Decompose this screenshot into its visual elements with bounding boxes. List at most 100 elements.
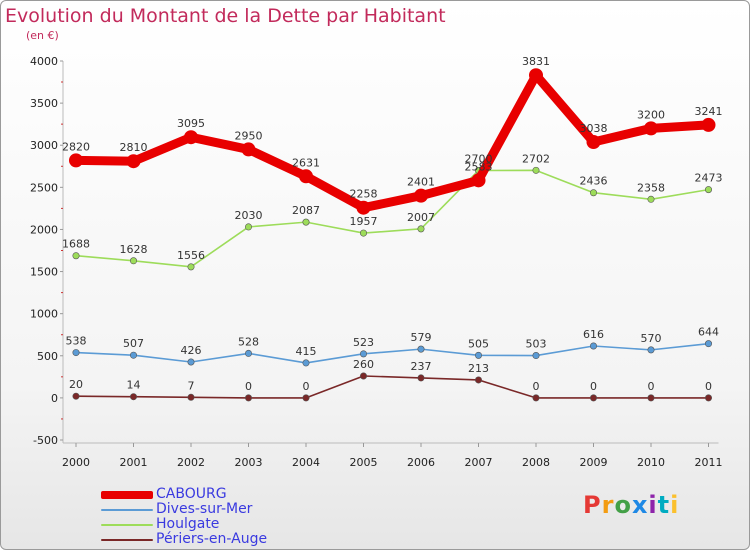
x-tick-label: 2002 [177, 456, 205, 469]
y-tick-label: 500 [37, 350, 58, 363]
data-point-periers-en-auge [187, 393, 195, 401]
data-point-cabourg [184, 130, 198, 145]
data-point-cabourg [356, 200, 371, 215]
data-label-cabourg: 2820 [62, 140, 90, 153]
data-point-houlgate [302, 218, 310, 226]
data-label-houlgate: 1628 [120, 243, 148, 256]
data-point-houlgate [647, 195, 655, 203]
y-tick-label: 3000 [30, 139, 58, 152]
legend-swatch-periers-en-auge [101, 539, 153, 541]
y-tick-label: 4000 [30, 55, 58, 68]
y-tick-label: 1000 [30, 308, 58, 321]
legend-label-cabourg: CABOURG [156, 486, 227, 502]
x-tick-label: 2011 [695, 456, 723, 469]
data-label-periers-en-auge: 260 [353, 358, 374, 371]
data-point-periers-en-auge [359, 372, 367, 380]
x-tick-label: 2003 [235, 456, 263, 469]
axes: -500050010001500200025003000350040002000… [30, 55, 723, 469]
data-label-periers-en-auge: 20 [69, 378, 83, 391]
data-label-houlgate: 2358 [637, 181, 665, 194]
x-tick-label: 2009 [580, 456, 608, 469]
data-label-dives-sur-mer: 616 [583, 328, 604, 341]
x-tick-label: 2008 [522, 456, 550, 469]
data-point-periers-en-auge [589, 394, 597, 402]
data-point-dives-sur-mer [130, 351, 138, 359]
chart-subtitle: (en €) [26, 29, 59, 42]
data-label-dives-sur-mer: 644 [698, 326, 719, 339]
data-point-houlgate [532, 166, 540, 174]
data-point-cabourg [69, 153, 83, 168]
data-point-dives-sur-mer [302, 359, 310, 367]
data-point-periers-en-auge [130, 393, 138, 401]
data-point-dives-sur-mer [647, 346, 655, 354]
data-point-periers-en-auge [647, 394, 655, 402]
data-label-periers-en-auge: 0 [705, 380, 712, 393]
x-tick-label: 2006 [407, 456, 435, 469]
data-point-houlgate [72, 252, 80, 260]
data-label-houlgate: 2030 [235, 209, 263, 222]
data-point-periers-en-auge [474, 376, 482, 384]
legend-item-dives-sur-mer: Dives-sur-Mer [101, 502, 361, 517]
data-label-dives-sur-mer: 507 [123, 337, 144, 350]
data-point-dives-sur-mer [187, 358, 195, 366]
data-point-houlgate [130, 257, 138, 265]
series-line-periers-en-auge [75, 375, 710, 399]
data-point-periers-en-auge [532, 394, 540, 402]
data-point-dives-sur-mer [72, 349, 80, 357]
data-label-houlgate: 2700 [465, 152, 493, 165]
data-label-cabourg: 3200 [637, 108, 665, 121]
data-label-periers-en-auge: 213 [468, 362, 489, 375]
legend-item-cabourg: CABOURG [101, 487, 361, 502]
data-label-dives-sur-mer: 415 [296, 345, 317, 358]
x-tick-label: 2010 [637, 456, 665, 469]
data-label-periers-en-auge: 237 [411, 360, 432, 373]
x-tick-label: 2000 [62, 456, 90, 469]
chart-title: Evolution du Montant de la Dette par Hab… [5, 5, 446, 27]
series-line-dives-sur-mer [75, 342, 710, 364]
data-point-cabourg [701, 117, 716, 132]
legend-swatch-houlgate [101, 524, 153, 526]
data-point-houlgate [589, 189, 597, 197]
data-label-dives-sur-mer: 579 [411, 331, 432, 344]
data-label-cabourg: 3241 [695, 105, 723, 118]
data-label-houlgate: 1556 [177, 249, 205, 262]
data-point-houlgate [187, 263, 195, 271]
y-tick-label: 3500 [30, 97, 58, 110]
data-label-dives-sur-mer: 523 [353, 336, 374, 349]
data-label-periers-en-auge: 0 [533, 380, 540, 393]
data-label-periers-en-auge: 7 [188, 379, 195, 392]
data-label-dives-sur-mer: 503 [526, 338, 547, 351]
data-point-dives-sur-mer [359, 350, 367, 358]
legend: CABOURG Dives-sur-Mer Houlgate Périers-e… [101, 487, 361, 547]
data-label-houlgate: 2436 [580, 175, 608, 188]
data-label-periers-en-auge: 14 [127, 379, 141, 392]
data-label-houlgate: 2007 [407, 211, 435, 224]
data-point-cabourg [471, 173, 486, 188]
data-point-houlgate [417, 225, 425, 233]
legend-item-periers-en-auge: Périers-en-Auge [101, 532, 361, 547]
data-label-periers-en-auge: 0 [590, 380, 597, 393]
data-label-houlgate: 2473 [695, 172, 723, 185]
data-label-cabourg: 2810 [120, 141, 148, 154]
data-label-cabourg: 2583 [465, 160, 493, 173]
data-point-houlgate [704, 186, 712, 194]
data-labels: 20 14 7 0 0 260 237 213 0 0 0 0 538 507 426 528 415 523 57… [62, 55, 723, 393]
legend-label-periers-en-auge: Périers-en-Auge [156, 531, 268, 547]
y-tick-label: 1500 [30, 266, 58, 279]
data-label-dives-sur-mer: 538 [66, 335, 87, 348]
data-point-dives-sur-mer [704, 340, 712, 348]
data-point-cabourg [126, 154, 141, 169]
x-tick-label: 2004 [292, 456, 320, 469]
legend-label-dives-sur-mer: Dives-sur-Mer [156, 501, 253, 517]
x-tick-label: 2005 [350, 456, 378, 469]
y-tick-label: -500 [33, 434, 58, 447]
data-label-houlgate: 1957 [350, 215, 378, 228]
x-tick-label: 2001 [120, 456, 148, 469]
y-tick-label: 2500 [30, 181, 58, 194]
data-point-cabourg [414, 188, 428, 203]
data-label-cabourg: 2950 [235, 129, 263, 142]
proxiti-logo: Proxiti [583, 491, 680, 519]
data-label-houlgate: 2702 [522, 152, 550, 165]
data-point-dives-sur-mer [474, 351, 482, 359]
